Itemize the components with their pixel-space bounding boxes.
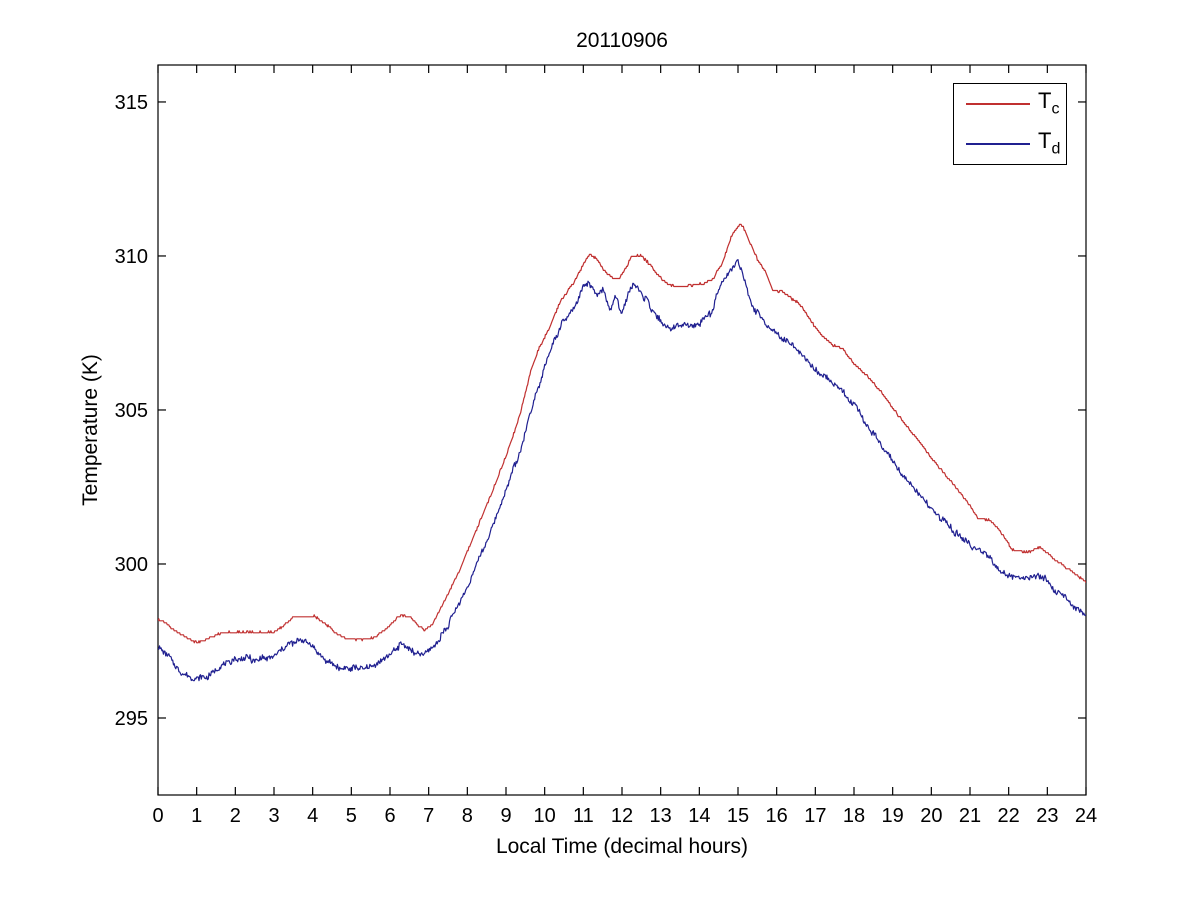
legend-label-td: Td <box>1038 130 1060 157</box>
legend-label-tc-sub: c <box>1051 100 1060 118</box>
legend-line-sample-td <box>966 143 1030 145</box>
x-tick-label: 11 <box>573 805 594 827</box>
axis-box <box>157 64 1087 796</box>
y-tick-label: 295 <box>115 708 148 730</box>
legend-entry-tc: Tc <box>954 85 1066 123</box>
x-tick-label: 23 <box>1036 805 1058 827</box>
legend: Tc Td <box>953 83 1067 165</box>
legend-label-td-main: T <box>1038 128 1052 154</box>
x-tick-label: 8 <box>462 805 473 827</box>
axes: 0 1 2 3 4 5 6 7 8 9 10 11 12 13 14 15 16 17 18 19 20 21 22 23 24… <box>115 64 1097 827</box>
y-tick-label: 310 <box>115 246 148 268</box>
legend-label-tc: Tc <box>1038 90 1059 117</box>
x-tick-label: 18 <box>843 805 865 827</box>
y-tick-label: 315 <box>115 92 148 114</box>
series-line-tc <box>158 223 1086 644</box>
x-tick-label: 15 <box>727 805 749 827</box>
series-lines <box>158 223 1086 682</box>
x-tick-label: 10 <box>534 805 556 827</box>
chart-title: 20110906 <box>576 29 668 52</box>
x-tick-label: 7 <box>423 805 434 827</box>
x-tick-label: 21 <box>959 805 981 827</box>
x-tick-label: 9 <box>500 805 511 827</box>
legend-label-td-sub: d <box>1051 140 1061 158</box>
x-tick-label: 24 <box>1075 805 1097 827</box>
y-tick-label: 300 <box>115 554 148 576</box>
x-tick-label: 1 <box>191 805 202 827</box>
x-tick-label: 16 <box>766 805 788 827</box>
x-tick-label: 13 <box>650 805 672 827</box>
legend-line-sample-tc <box>966 103 1030 105</box>
x-axis-label: Local Time (decimal hours) <box>496 835 748 858</box>
x-tick-label: 6 <box>384 805 395 827</box>
x-tick-label: 14 <box>688 805 710 827</box>
x-tick-label: 0 <box>152 805 163 827</box>
y-axis-label: Temperature (K) <box>79 354 102 506</box>
series-line-td <box>158 259 1086 682</box>
legend-label-tc-main: T <box>1038 88 1052 114</box>
x-tick-label: 3 <box>268 805 279 827</box>
x-tick-label: 20 <box>920 805 942 827</box>
x-tick-label: 2 <box>230 805 241 827</box>
x-tick-label: 12 <box>611 805 633 827</box>
x-tick-label: 19 <box>882 805 904 827</box>
x-tick-label: 17 <box>804 805 826 827</box>
x-tick-label: 5 <box>346 805 357 827</box>
x-tick-label: 4 <box>307 805 318 827</box>
legend-entry-td: Td <box>954 125 1066 163</box>
x-tick-label: 22 <box>998 805 1020 827</box>
y-tick-label: 305 <box>115 400 148 422</box>
